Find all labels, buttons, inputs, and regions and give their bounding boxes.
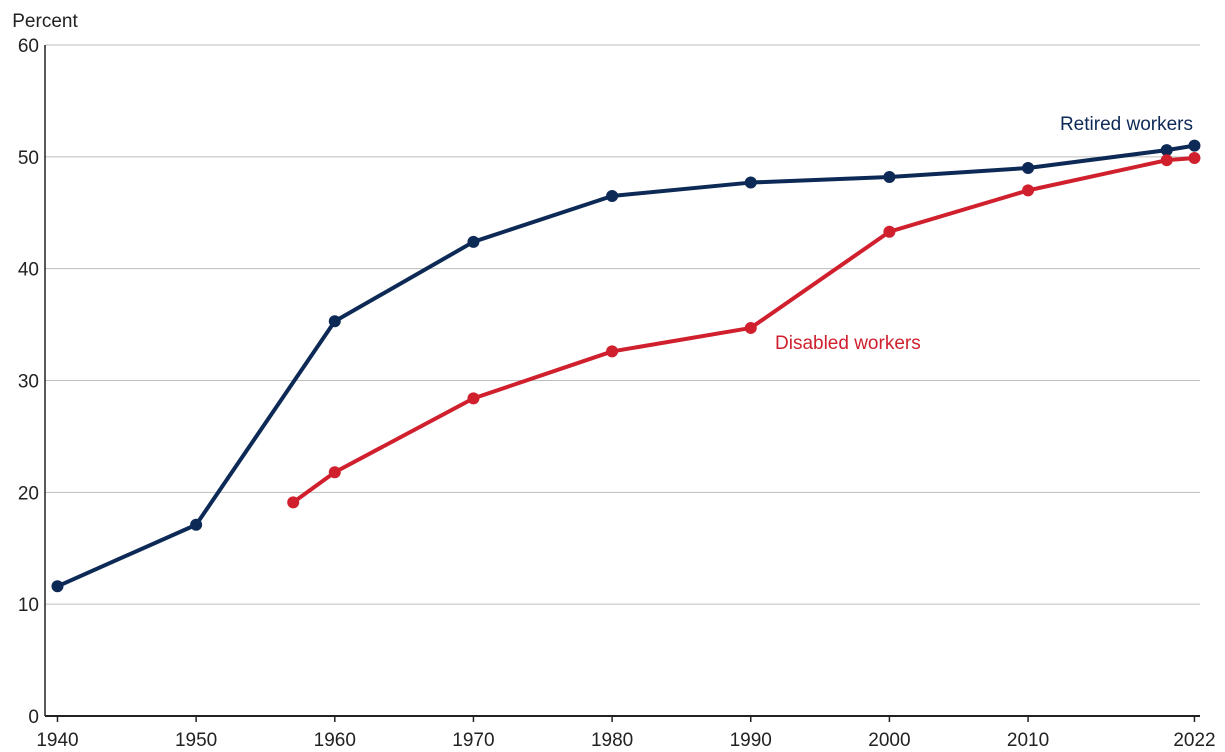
y-tick-label: 0	[28, 707, 39, 728]
data-point	[467, 392, 480, 405]
data-point	[883, 225, 896, 238]
data-point	[1188, 151, 1201, 164]
x-tick-label: 1950	[175, 730, 217, 751]
y-tick-label: 50	[18, 148, 39, 169]
y-tick-label: 10	[18, 595, 39, 616]
data-point	[328, 466, 341, 479]
data-point	[1188, 139, 1201, 152]
x-tick-label: 1940	[36, 730, 78, 751]
x-tick-label: 1960	[314, 730, 356, 751]
y-tick-label: 40	[18, 260, 39, 281]
x-tick-label: 1970	[452, 730, 494, 751]
data-point	[51, 580, 64, 593]
data-point	[744, 176, 757, 189]
x-tick-label: 2022	[1173, 730, 1215, 751]
data-point	[190, 518, 203, 531]
data-point	[467, 235, 480, 248]
data-point	[287, 496, 300, 509]
y-axis-label: Percent	[12, 11, 78, 32]
series-label: Retired workers	[1060, 114, 1193, 135]
data-point	[1022, 184, 1035, 197]
x-tick-label: 2010	[1007, 730, 1049, 751]
x-tick-label: 1980	[591, 730, 633, 751]
data-point	[606, 189, 619, 202]
data-point	[1160, 144, 1173, 157]
data-point	[1160, 154, 1173, 167]
y-tick-label: 20	[18, 483, 39, 504]
series-line	[56, 143, 1195, 589]
y-tick-label: 30	[18, 372, 39, 393]
y-tick-label: 60	[18, 36, 39, 57]
data-point	[1022, 162, 1035, 175]
series-line	[292, 155, 1195, 505]
data-point	[606, 345, 619, 358]
data-point	[744, 321, 757, 334]
data-point	[883, 170, 896, 183]
series-label: Disabled workers	[775, 333, 921, 354]
x-tick-label: 1990	[730, 730, 772, 751]
data-point	[328, 315, 341, 328]
x-tick-label: 2000	[868, 730, 910, 751]
